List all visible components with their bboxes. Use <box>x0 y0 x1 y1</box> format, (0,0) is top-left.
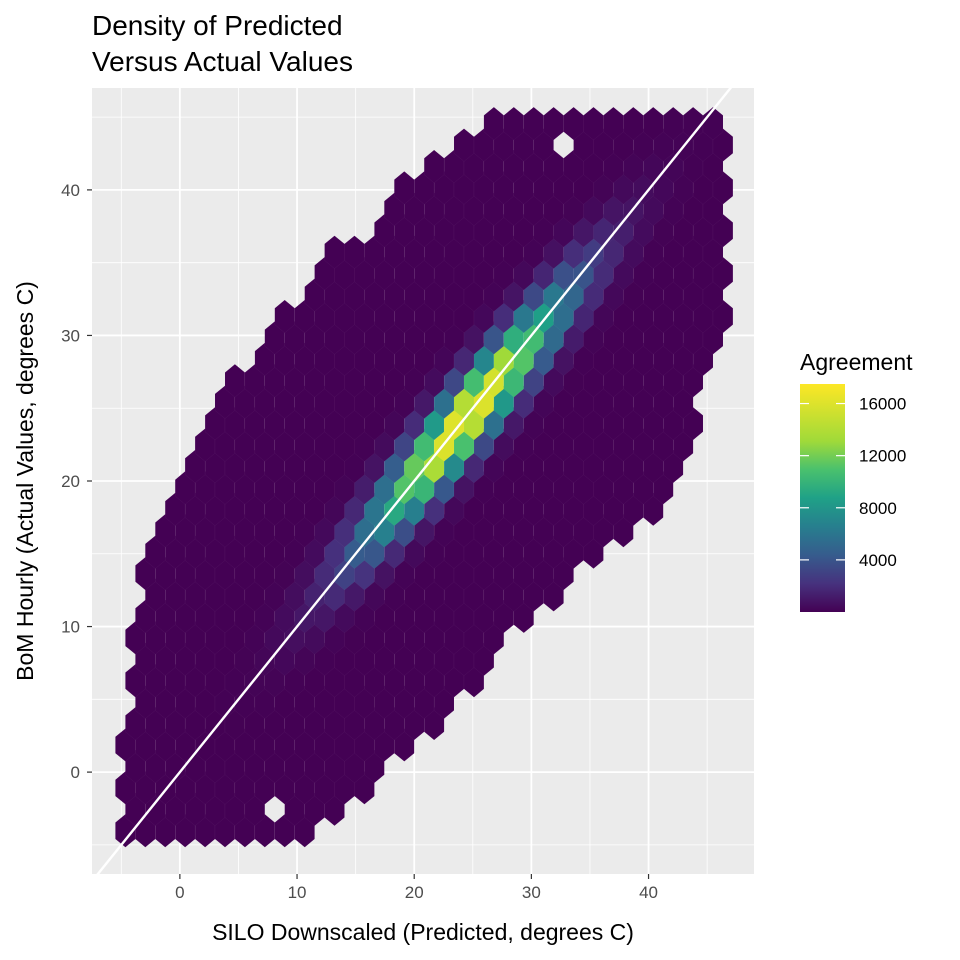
legend-title: Agreement <box>800 349 913 375</box>
x-tick-label: 40 <box>639 883 658 902</box>
legend: Agreement 4000 8000 12000 16000 <box>800 349 913 612</box>
legend-label: 8000 <box>859 499 897 518</box>
x-axis-ticks: 0 10 20 30 40 <box>175 874 658 902</box>
x-axis-title: SILO Downscaled (Predicted, degrees C) <box>212 919 634 945</box>
y-axis-ticks: 0 10 20 30 40 <box>61 181 92 782</box>
y-axis-title: BoM Hourly (Actual Values, degrees C) <box>12 281 38 681</box>
y-tick-label: 30 <box>61 326 80 345</box>
hexbin-cells <box>115 106 734 848</box>
y-tick-label: 40 <box>61 181 80 200</box>
identity-line-group <box>96 88 733 874</box>
chart-title-line-1: Density of Predicted <box>92 10 343 41</box>
legend-label: 12000 <box>859 447 906 466</box>
legend-ticks: 4000 8000 12000 16000 <box>800 395 906 570</box>
identity-line <box>96 88 733 874</box>
x-tick-label: 20 <box>405 883 424 902</box>
chart-title-line-2: Versus Actual Values <box>92 46 353 77</box>
y-tick-label: 0 <box>71 763 80 782</box>
legend-label: 16000 <box>859 395 906 414</box>
legend-label: 4000 <box>859 551 897 570</box>
y-tick-label: 20 <box>61 472 80 491</box>
x-tick-label: 10 <box>288 883 307 902</box>
x-tick-label: 0 <box>175 883 184 902</box>
y-tick-label: 10 <box>61 618 80 637</box>
legend-colorbar <box>800 384 845 612</box>
x-tick-label: 30 <box>522 883 541 902</box>
